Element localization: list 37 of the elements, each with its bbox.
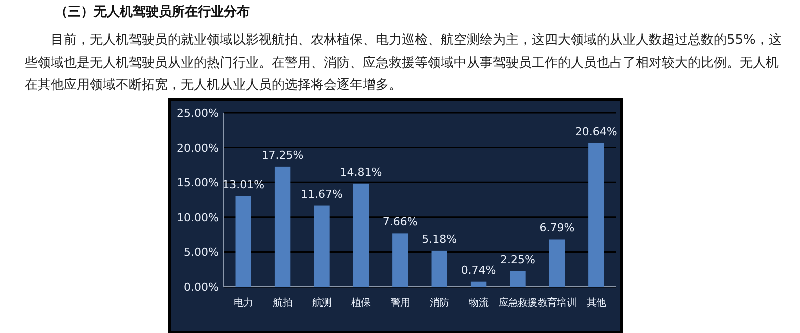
x-tick-label: 消防 xyxy=(430,297,450,309)
y-tick-label: 20.00% xyxy=(177,142,219,155)
data-label: 6.79% xyxy=(540,222,575,235)
chart-title: （三）无人机驾驶员所在行业分布 xyxy=(55,4,250,21)
data-label: 5.18% xyxy=(422,232,458,246)
data-label: 7.66% xyxy=(382,216,418,229)
y-tick-label: 0.00% xyxy=(184,281,219,294)
x-tick-label: 警用 xyxy=(390,297,410,309)
bar xyxy=(314,206,330,287)
data-label: 2.25% xyxy=(500,253,536,266)
bar xyxy=(274,166,291,287)
bar xyxy=(470,282,487,287)
x-tick-label: 其他 xyxy=(586,297,606,309)
x-tick-label: 航测 xyxy=(312,297,332,309)
x-tick-label: 教育培训 xyxy=(538,297,576,309)
x-tick-label: 应急救援 xyxy=(498,297,538,309)
data-label: 14.81% xyxy=(340,166,382,179)
y-tick-label: 15.00% xyxy=(177,176,219,190)
bar xyxy=(588,143,604,287)
bar xyxy=(236,196,252,287)
data-label: 20.64% xyxy=(575,125,618,138)
y-tick-label: 25.00% xyxy=(177,107,219,120)
data-label: 17.25% xyxy=(262,148,304,162)
x-tick-label: 植保 xyxy=(352,297,372,309)
bar xyxy=(392,234,408,287)
y-tick-label: 10.00% xyxy=(177,211,219,224)
bar xyxy=(432,250,448,287)
x-tick-label: 电力 xyxy=(234,297,254,309)
x-tick-label: 航拍 xyxy=(273,297,293,309)
bar xyxy=(510,271,526,287)
data-label: 11.67% xyxy=(301,188,343,201)
data-label: 0.74% xyxy=(461,264,496,277)
y-tick-label: 5.00% xyxy=(184,246,219,260)
bar xyxy=(549,240,566,287)
x-tick-label: 物流 xyxy=(469,297,489,309)
chart-subtitle: 目前，无人机驾驶员的就业领域以影视航拍、农林植保、电力巡检、航空测绘为主，这四大领域的从业人数超过总数的55%，这些领域也是无人机驾驶员从业的热门行业。在警用、消防、应急救援等领域中从事驾驶员工作的人员也占了相对较大的比例。无人机在其他应用领域不断拓宽，无人机从业人员的选择将会逐年增多。 xyxy=(25,32,783,95)
bar xyxy=(353,184,370,287)
